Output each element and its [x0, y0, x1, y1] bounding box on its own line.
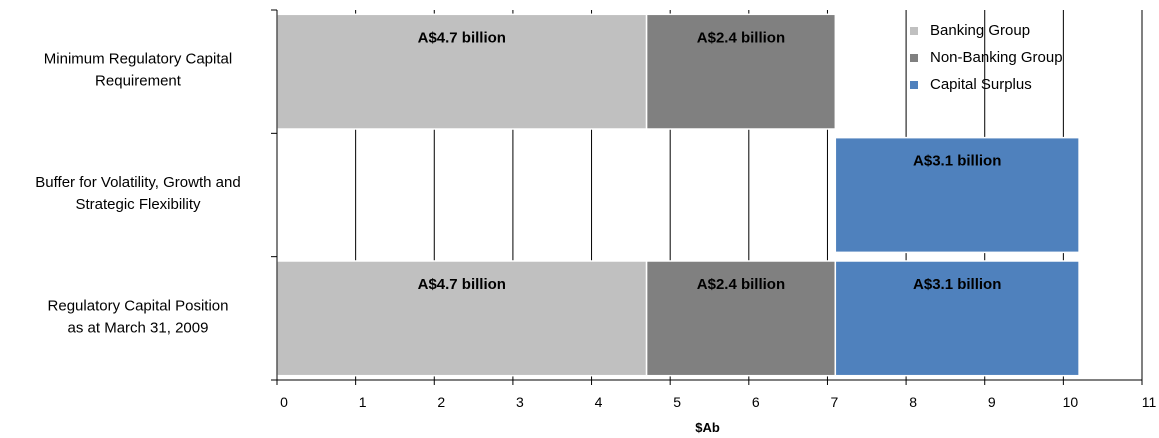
legend-swatch [910, 81, 918, 89]
axes [271, 9, 1143, 385]
x-tick-label: 8 [909, 394, 917, 410]
legend: Banking Group Non-Banking Group Capital Su… [910, 22, 1063, 93]
x-tick-label: 0 [280, 394, 288, 410]
bar-capital-surplus [834, 136, 1080, 254]
bar-non-banking-group [645, 260, 837, 377]
data-label: A$4.7 billion [418, 29, 506, 46]
data-label: A$3.1 billion [913, 153, 1001, 170]
bars [276, 13, 1080, 377]
x-axis-title: $Ab [695, 420, 720, 435]
x-tick-label: 3 [516, 394, 524, 410]
legend-label: Non-Banking Group [930, 49, 1063, 66]
legend-swatch [910, 54, 918, 62]
x-tick-label: 2 [437, 394, 445, 410]
category-label: Minimum Regulatory Capital [44, 51, 232, 68]
bar-capital-surplus [834, 260, 1080, 377]
x-tick-labels: 0 1 2 3 4 5 6 7 8 9 10 11 [280, 394, 1156, 410]
data-label: A$2.4 billion [697, 29, 785, 46]
bar-non-banking-group [645, 13, 837, 130]
category-labels: Minimum Regulatory Capital Requirement Buf… [35, 51, 240, 337]
x-tick-label: 7 [831, 394, 839, 410]
x-tick-label: 6 [752, 394, 760, 410]
x-tick-label: 4 [595, 394, 603, 410]
bar-banking-group [276, 260, 648, 377]
legend-label: Capital Surplus [930, 76, 1032, 93]
data-label: A$3.1 billion [913, 276, 1001, 293]
x-tick-label: 9 [988, 394, 996, 410]
x-tick-label: 1 [359, 394, 367, 410]
bar-labels: A$4.7 billion A$4.7 billion A$2.4 billion A… [418, 29, 1002, 293]
data-label: A$2.4 billion [697, 276, 785, 293]
legend-swatch [910, 27, 918, 35]
category-label: as at March 31, 2009 [68, 319, 209, 336]
legend-label: Banking Group [930, 22, 1030, 39]
data-label: A$4.7 billion [418, 276, 506, 293]
category-label: Strategic Flexibility [75, 196, 201, 213]
category-label: Buffer for Volatility, Growth and [35, 174, 240, 191]
x-tick-label: 10 [1063, 394, 1079, 410]
category-label: Requirement [95, 73, 182, 90]
bar-banking-group [276, 13, 648, 130]
category-label: Regulatory Capital Position [48, 297, 229, 314]
x-tick-label: 5 [673, 394, 681, 410]
x-tick-label: 11 [1142, 394, 1157, 410]
